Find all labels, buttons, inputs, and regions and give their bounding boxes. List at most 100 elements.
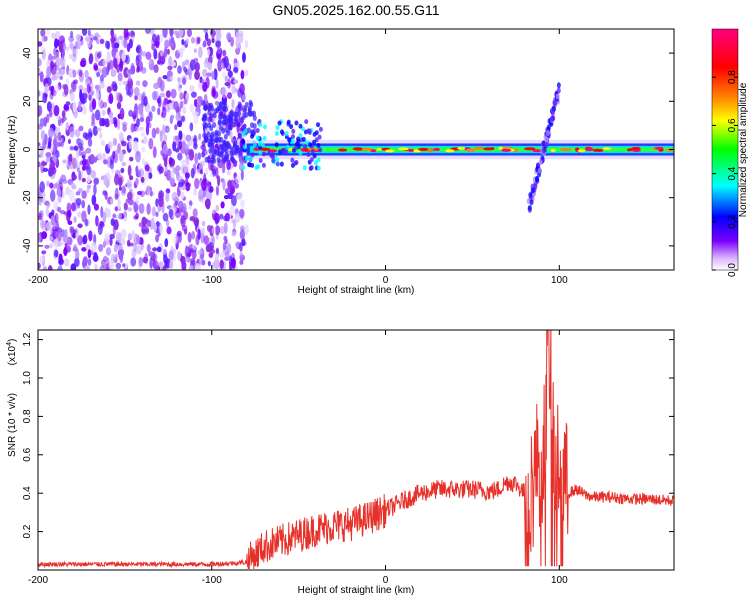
- noise-blob: [88, 53, 94, 64]
- noise-blob: [231, 99, 235, 109]
- noise-blob: [186, 29, 192, 38]
- noise-blob: [69, 126, 75, 138]
- noise-blob: [63, 84, 69, 96]
- noise-blob: [148, 137, 154, 150]
- noise-blob: [116, 102, 122, 110]
- noise-blob: [138, 48, 143, 57]
- noise-blob: [185, 134, 192, 142]
- noise-blob: [127, 191, 133, 200]
- noise-blob: [38, 41, 43, 47]
- noise-blob: [134, 94, 138, 101]
- transition-blob: [212, 112, 217, 119]
- noise-blob: [202, 40, 207, 48]
- noise-blob: [240, 199, 245, 209]
- noise-blob: [42, 197, 46, 203]
- noise-blob: [179, 92, 184, 101]
- band-hotspot: [417, 147, 430, 151]
- noise-blob: [112, 225, 116, 236]
- noise-blob: [63, 229, 68, 238]
- noise-blob: [104, 232, 110, 241]
- y-tick-label: 1.2: [22, 332, 33, 346]
- noise-blob: [86, 38, 92, 48]
- noise-blob: [201, 179, 207, 191]
- noise-blob: [214, 253, 219, 261]
- transition-blob: [247, 105, 252, 112]
- y-tick-label: -40: [22, 238, 33, 253]
- transition-blob: [216, 105, 221, 112]
- band-noise: [242, 123, 247, 129]
- top-y-axis-label: Frequency (Hz): [7, 116, 18, 185]
- band-noise: [260, 142, 265, 148]
- transition-blob: [235, 144, 240, 151]
- noise-blob: [176, 145, 182, 151]
- noise-blob: [235, 31, 240, 42]
- noise-blob: [129, 30, 135, 38]
- noise-blob: [151, 127, 157, 139]
- transition-blob: [214, 129, 219, 136]
- band-noise: [296, 138, 301, 144]
- feature-blob: [537, 167, 542, 174]
- noise-blob: [68, 72, 74, 78]
- band-noise: [309, 165, 314, 171]
- noise-blob: [49, 243, 53, 249]
- noise-blob: [162, 212, 169, 222]
- noise-blob: [184, 59, 190, 66]
- transition-blob: [231, 149, 236, 156]
- noise-blob: [135, 125, 140, 132]
- noise-blob: [49, 163, 55, 176]
- transition-blob: [232, 111, 237, 118]
- noise-blob: [128, 199, 135, 206]
- noise-blob: [86, 188, 90, 194]
- transition-blob: [229, 118, 234, 125]
- band-noise: [262, 124, 267, 130]
- noise-blob: [39, 71, 44, 83]
- transition-blob: [244, 111, 249, 118]
- noise-blob: [117, 198, 121, 210]
- noise-blob: [81, 210, 87, 223]
- noise-blob: [221, 163, 226, 174]
- noise-blob: [41, 49, 46, 61]
- noise-blob: [197, 228, 201, 240]
- noise-blob: [153, 222, 158, 233]
- noise-blob: [41, 161, 48, 166]
- band-hotspot: [631, 146, 641, 150]
- noise-blob: [138, 168, 144, 178]
- noise-blob: [69, 30, 74, 38]
- noise-blob: [152, 247, 158, 252]
- noise-blob: [125, 91, 132, 96]
- noise-blob: [62, 159, 67, 164]
- noise-blob: [180, 191, 185, 200]
- x-tick-label: 0: [383, 275, 389, 286]
- noise-blob: [234, 212, 241, 223]
- x-tick-label: -200: [28, 575, 48, 586]
- noise-blob: [156, 98, 161, 104]
- noise-blob: [128, 242, 134, 247]
- transition-blob: [203, 104, 208, 111]
- noise-blob: [69, 164, 74, 170]
- noise-blob: [62, 235, 69, 243]
- noise-blob: [159, 130, 163, 143]
- noise-blob: [214, 225, 221, 236]
- noise-blob: [107, 60, 111, 72]
- noise-blob: [97, 223, 103, 236]
- band-noise: [271, 158, 276, 164]
- noise-blob: [73, 79, 78, 85]
- noise-blob: [60, 210, 66, 215]
- feature-blob: [555, 93, 560, 100]
- band-noise: [261, 151, 266, 157]
- band-noise: [306, 152, 311, 158]
- band-hotspot: [457, 146, 466, 150]
- noise-blob: [135, 245, 142, 255]
- noise-blob: [214, 100, 220, 106]
- noise-blob: [38, 69, 41, 74]
- noise-blob: [174, 200, 179, 206]
- noise-blob: [161, 106, 167, 118]
- noise-blob: [188, 205, 192, 210]
- band-noise: [298, 150, 303, 156]
- noise-blob: [207, 62, 212, 71]
- transition-blob: [206, 131, 211, 138]
- noise-blob: [189, 85, 195, 92]
- band-noise: [243, 128, 248, 134]
- noise-blob: [46, 180, 50, 187]
- transition-blob: [224, 147, 229, 154]
